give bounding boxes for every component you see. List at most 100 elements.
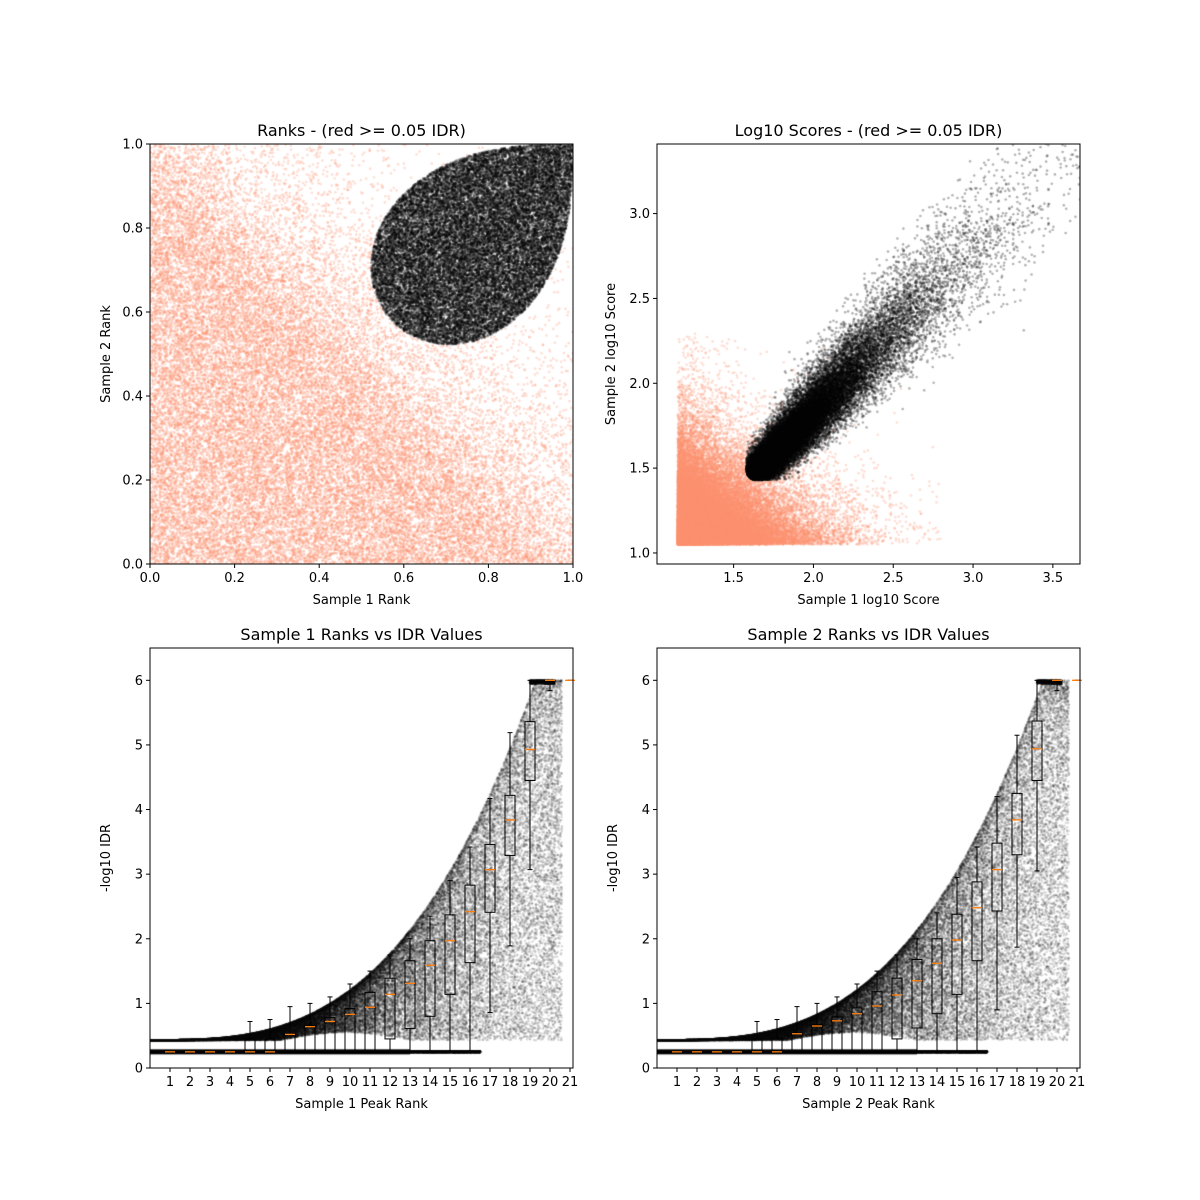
boxplot-17 (484, 798, 496, 1013)
y-tick-label: 1.5 (629, 462, 650, 477)
boxplot-20 (544, 679, 556, 692)
x-tick-label: 14 (929, 1075, 946, 1090)
x-tick-label: 3 (206, 1075, 214, 1090)
x-tick-label: 3.5 (1043, 571, 1064, 586)
box (871, 991, 883, 1053)
box (244, 1038, 256, 1053)
y-tick-label: 0.8 (122, 222, 143, 237)
axes-frame (656, 143, 1081, 565)
boxplot-19 (524, 679, 536, 871)
box (344, 1008, 356, 1053)
box (444, 914, 456, 995)
boxplot-10 (344, 983, 356, 1053)
x-axis-label: Sample 1 Rank (313, 593, 411, 608)
y-tick-label: 0.2 (122, 474, 143, 489)
boxplot-6 (771, 1019, 783, 1053)
boxplot-15 (444, 880, 456, 1053)
box (284, 1033, 296, 1053)
boxplot-11 (871, 970, 883, 1053)
box (364, 991, 376, 1053)
x-tick-label: 14 (422, 1075, 439, 1090)
box (891, 977, 903, 1040)
x-tick-label: 15 (442, 1075, 459, 1090)
boxplot-16 (971, 846, 983, 1053)
boxplot-14 (424, 915, 436, 1053)
x-tick-label: 21 (1069, 1075, 1086, 1090)
boxplot-18 (1011, 734, 1023, 948)
box (831, 1016, 843, 1053)
boxplot-13 (404, 938, 416, 1053)
x-axis-label: Sample 1 Peak Rank (295, 1097, 428, 1112)
axes-frame (149, 143, 574, 565)
x-tick-label: 13 (909, 1075, 926, 1090)
scores-scatter-points (657, 144, 1080, 564)
y-tick-label: 2 (135, 932, 143, 947)
x-tick-label: 3.0 (963, 571, 984, 586)
y-tick-label: 1 (135, 997, 143, 1012)
axes-frame (149, 647, 574, 1069)
boxplot-6 (264, 1019, 276, 1053)
box (1011, 792, 1023, 856)
box (524, 721, 536, 781)
chart-title: Ranks - (red >= 0.05 IDR) (257, 121, 466, 140)
y-tick-label: 2.0 (629, 377, 650, 392)
x-tick-label: 9 (833, 1075, 841, 1090)
y-axis-label: -log10 IDR (606, 824, 621, 892)
boxplot-11 (364, 970, 376, 1053)
x-tick-label: 0.2 (224, 571, 245, 586)
x-tick-label: 15 (949, 1075, 966, 1090)
x-tick-label: 19 (522, 1075, 539, 1090)
boxplot-15 (951, 876, 963, 1053)
x-tick-label: 0.8 (478, 571, 499, 586)
y-tick-label: 4 (135, 803, 143, 818)
box (751, 1038, 763, 1053)
boxplot-7 (791, 1006, 803, 1053)
sample1-idr-scatter-points (150, 648, 573, 1068)
chart-title: Log10 Scores - (red >= 0.05 IDR) (735, 121, 1003, 140)
y-axis-label: Sample 2 Rank (99, 305, 114, 403)
x-tick-label: 1 (673, 1075, 681, 1090)
x-tick-label: 0.0 (140, 571, 161, 586)
x-tick-label: 17 (989, 1075, 1006, 1090)
x-axis-label: Sample 1 log10 Score (797, 593, 939, 608)
x-tick-label: 12 (382, 1075, 399, 1090)
box (504, 794, 516, 856)
x-tick-label: 0.4 (309, 571, 330, 586)
x-tick-label: 2.5 (883, 571, 904, 586)
chart-title: Sample 2 Ranks vs IDR Values (747, 625, 989, 644)
y-axis-label: Sample 2 log10 Score (604, 283, 619, 425)
x-tick-label: 8 (813, 1075, 821, 1090)
box (811, 1024, 823, 1053)
y-tick-label: 6 (642, 674, 650, 689)
x-tick-label: 2 (693, 1075, 701, 1090)
boxplot-5 (244, 1020, 256, 1053)
sample2-idr-scatter-points (657, 648, 1080, 1068)
y-tick-label: 6 (135, 674, 143, 689)
y-tick-label: 1 (642, 997, 650, 1012)
x-tick-label: 13 (402, 1075, 419, 1090)
x-tick-label: 17 (482, 1075, 499, 1090)
box (911, 958, 923, 1029)
boxplot-9 (324, 996, 336, 1053)
box (484, 843, 496, 913)
box (264, 1038, 276, 1053)
x-axis-label: Sample 2 Peak Rank (802, 1097, 935, 1112)
boxplot-5 (751, 1020, 763, 1053)
y-tick-label: 5 (642, 738, 650, 753)
y-tick-label: 4 (642, 803, 650, 818)
x-tick-label: 1.5 (723, 571, 744, 586)
sample1-idr-axes: 1 2 3 4 5 6 7 8 9 10 11 12 13 14 15 16 17 18 19 20 210123456… (99, 625, 578, 1112)
x-tick-label: 20 (1049, 1075, 1066, 1090)
boxplot-20 (1051, 679, 1063, 692)
y-tick-label: 0 (642, 1062, 650, 1077)
x-tick-label: 6 (773, 1075, 781, 1090)
x-tick-label: 12 (889, 1075, 906, 1090)
box (384, 977, 396, 1040)
boxplot-18 (504, 732, 516, 947)
x-tick-label: 16 (462, 1075, 479, 1090)
y-axis-label: -log10 IDR (99, 824, 114, 892)
x-tick-label: 11 (362, 1075, 379, 1090)
box (404, 960, 416, 1030)
box (851, 1007, 863, 1053)
